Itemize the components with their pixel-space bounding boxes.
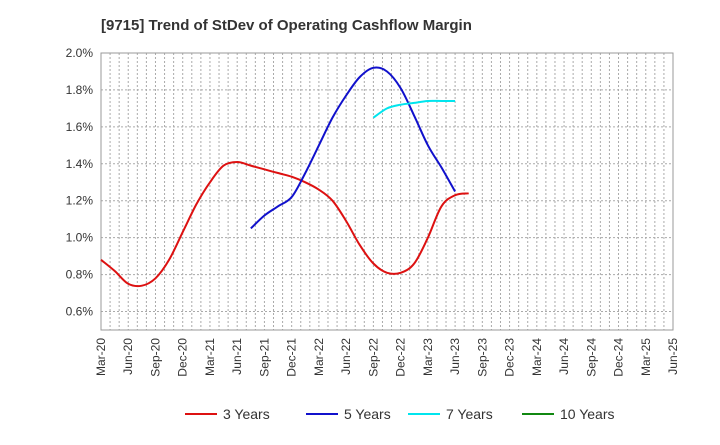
series-line-3-years [100, 161, 469, 288]
x-tick-label: Mar-25 [639, 338, 653, 376]
x-tick-label: Jun-20 [121, 338, 135, 375]
legend-label-3-years: 3 Years [223, 406, 270, 422]
x-axis: Mar-20 Jun-20 Sep-20 Dec-20 Mar-21 Jun-21 Sep-… [94, 338, 680, 377]
x-tick-label: Sep-24 [584, 338, 598, 377]
y-tick-label: 1.0% [66, 231, 94, 245]
x-tick-label: Jun-21 [230, 338, 244, 375]
y-tick-label: 1.4% [66, 157, 94, 171]
legend-label-10-years: 10 Years [560, 406, 615, 422]
x-tick-label: Sep-21 [257, 338, 271, 377]
x-tick-label: Dec-20 [176, 338, 190, 377]
x-tick-label: Mar-21 [203, 338, 217, 376]
series-line-5-years [250, 66, 456, 230]
legend-label-5-years: 5 Years [344, 406, 391, 422]
y-tick-label: 1.8% [66, 83, 94, 97]
y-tick-label: 0.8% [66, 268, 94, 282]
x-tick-label: Dec-24 [612, 338, 626, 377]
y-tick-label: 1.6% [66, 120, 94, 134]
x-tick-label: Mar-24 [530, 338, 544, 376]
x-tick-label: Dec-22 [394, 338, 408, 377]
x-tick-label: Mar-20 [94, 338, 108, 376]
x-tick-label: Jun-25 [666, 338, 680, 375]
x-tick-label: Sep-20 [148, 338, 162, 377]
chart-title: [9715] Trend of StDev of Operating Cashf… [101, 17, 472, 34]
x-tick-label: Mar-22 [312, 338, 326, 376]
y-tick-label: 2.0% [66, 46, 94, 60]
grid-layer [101, 53, 673, 330]
x-tick-label: Sep-22 [366, 338, 380, 377]
y-axis: 0.6% 0.8% 1.0% 1.2% 1.4% 1.6% 1.8% 2.0% [66, 46, 94, 319]
legend: 3 Years 5 Years 7 Years 10 Years [185, 406, 615, 422]
plot-frame [100, 52, 674, 331]
series-line-7-years [372, 99, 456, 119]
y-tick-label: 1.2% [66, 194, 94, 208]
x-tick-label: Dec-23 [503, 338, 517, 377]
x-tick-label: Sep-23 [475, 338, 489, 377]
y-tick-label: 0.6% [66, 305, 94, 319]
legend-label-7-years: 7 Years [446, 406, 493, 422]
series-layer [100, 66, 469, 288]
x-tick-label: Jun-24 [557, 338, 571, 375]
x-tick-label: Jun-23 [448, 338, 462, 375]
x-tick-label: Mar-23 [421, 338, 435, 376]
x-tick-label: Dec-21 [285, 338, 299, 377]
x-tick-label: Jun-22 [339, 338, 353, 375]
